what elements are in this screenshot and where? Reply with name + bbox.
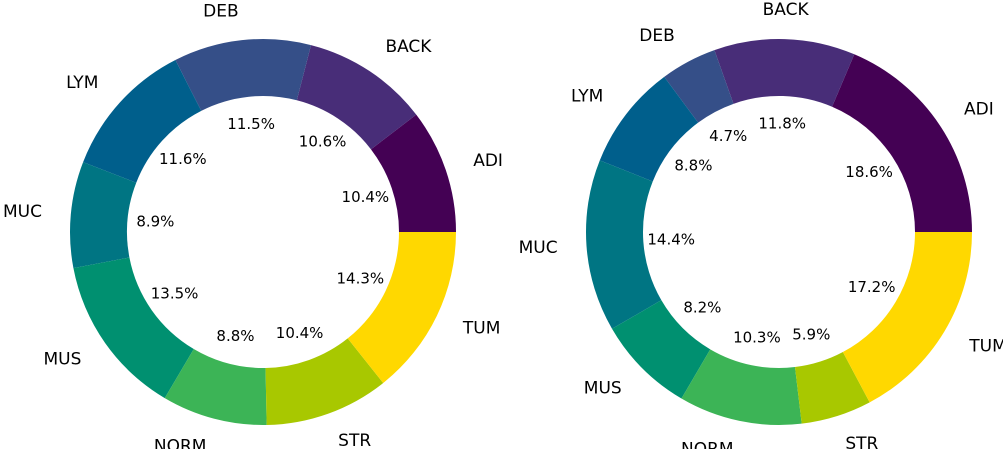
wedge — [347, 232, 456, 384]
category-label: ADI — [964, 99, 994, 119]
wedge — [73, 257, 194, 399]
value-label: 14.3% — [337, 269, 385, 287]
wedge — [842, 232, 972, 403]
category-label: LYM — [571, 86, 603, 106]
category-label: MUC — [519, 238, 558, 258]
category-label: LYM — [66, 73, 98, 93]
wedge — [175, 38, 311, 111]
category-label: MUC — [3, 202, 42, 222]
wedge — [599, 76, 699, 182]
wedge — [585, 160, 662, 329]
value-label: 5.9% — [792, 326, 830, 344]
value-label: 11.8% — [758, 114, 806, 132]
value-label: 11.5% — [227, 115, 275, 133]
category-label: STR — [338, 431, 371, 449]
category-label: DEB — [203, 1, 239, 21]
value-label: 14.4% — [647, 230, 695, 248]
category-label: STR — [845, 434, 878, 449]
wedge — [69, 162, 137, 269]
category-label: ADI — [473, 151, 503, 171]
wedge — [832, 54, 972, 233]
value-label: 8.9% — [136, 213, 174, 231]
value-label: 4.7% — [709, 127, 747, 145]
value-label: 11.6% — [159, 150, 207, 168]
value-label: 17.2% — [848, 278, 896, 296]
category-label: BACK — [385, 37, 432, 57]
wedge — [795, 352, 870, 424]
value-label: 10.6% — [299, 132, 347, 150]
value-label: 18.6% — [845, 163, 893, 181]
wedge — [164, 349, 267, 425]
category-label: MUS — [44, 350, 82, 370]
category-label: NORM — [681, 439, 734, 449]
category-label: NORM — [154, 437, 207, 449]
value-label: 8.2% — [683, 299, 721, 317]
category-label: DEB — [639, 26, 675, 46]
wedge — [83, 60, 202, 183]
wedge — [612, 300, 711, 399]
wedge — [265, 338, 384, 425]
category-label: TUM — [462, 318, 501, 338]
wedge — [681, 349, 802, 425]
value-label: 10.4% — [342, 188, 390, 206]
wedge — [714, 39, 855, 107]
wedge — [370, 114, 456, 232]
category-label: TUM — [968, 336, 1003, 356]
value-label: 10.4% — [276, 324, 324, 342]
wedge — [664, 50, 734, 123]
value-label: 13.5% — [151, 285, 199, 303]
category-label: BACK — [763, 0, 810, 20]
value-label: 10.3% — [733, 328, 781, 346]
value-label: 8.8% — [674, 156, 712, 174]
wedge — [296, 45, 417, 150]
value-label: 8.8% — [216, 327, 254, 345]
category-label: MUS — [584, 379, 622, 399]
